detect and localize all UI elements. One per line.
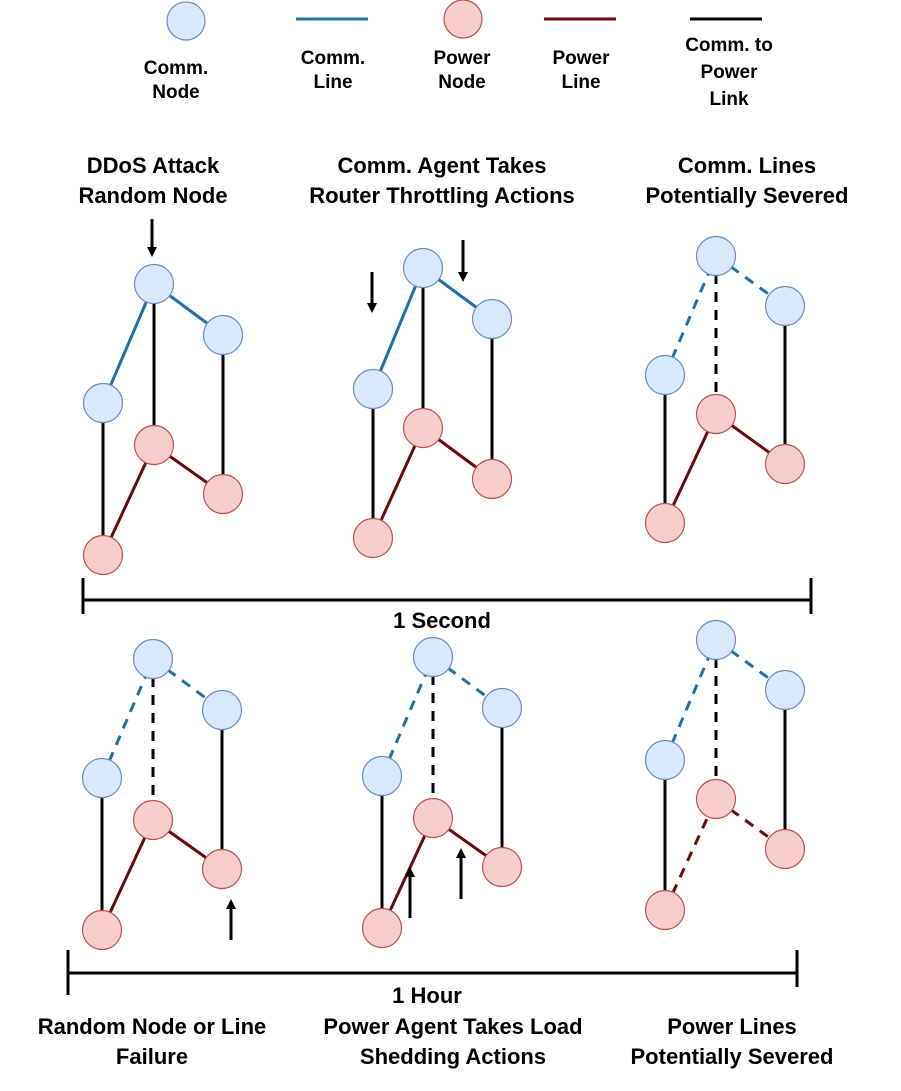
power-node — [412, 797, 454, 839]
legend-power-node-symbol — [443, 0, 483, 39]
power-node — [481, 846, 523, 888]
comm-node — [695, 235, 737, 277]
comm-node — [402, 247, 444, 289]
comm-node — [82, 382, 124, 424]
legend: Comm. Node Comm. Line Power Node Power Line … — [144, 0, 773, 110]
title-power-lines-severed: Power Lines Potentially Severed — [631, 1014, 834, 1069]
timeline-label: 1 Second — [393, 608, 491, 633]
power-node — [695, 393, 737, 435]
title-ddos-attack: DDoS Attack Random Node — [78, 153, 227, 208]
comm-line — [715, 254, 786, 308]
panel-power-agent — [361, 636, 523, 949]
power-node — [471, 458, 513, 500]
comm-line — [371, 267, 425, 390]
legend-comm-line-label: Comm. Line — [301, 48, 365, 93]
legend-comm-node-symbol — [166, 1, 206, 41]
legend-power-node: Power Node — [433, 0, 491, 93]
power-node — [133, 424, 175, 466]
comm-line — [101, 283, 156, 404]
title-comm-agent-throttling: Comm. Agent Takes Router Throttling Actio… — [309, 153, 575, 208]
panel-random-failure — [81, 638, 243, 951]
timeline-label: 1 Hour — [392, 983, 462, 1008]
comm-node — [81, 757, 123, 799]
comm-line — [663, 255, 718, 376]
power-node — [352, 517, 394, 559]
comm-node — [481, 687, 523, 729]
legend-power-line-label: Power Line — [552, 48, 610, 93]
panel-ddos-attack — [82, 219, 244, 576]
power-line — [101, 444, 156, 556]
comm-line — [152, 657, 223, 712]
comm-node — [471, 298, 513, 340]
comm-line — [663, 639, 718, 761]
power-node — [202, 473, 244, 515]
comm-line — [715, 638, 786, 692]
panel-comm-agent — [352, 240, 513, 559]
timeline-1-hour: 1 Hour — [66, 950, 799, 1008]
comm-line — [100, 658, 155, 779]
comm-line — [432, 655, 503, 710]
panel-power-lines-severed — [644, 619, 806, 931]
title-comm-lines-severed: Comm. Lines Potentially Severed — [646, 153, 849, 208]
comm-node — [644, 354, 686, 396]
power-node — [201, 848, 243, 890]
comm-node — [201, 689, 243, 731]
power-node — [695, 778, 737, 820]
power-node — [644, 502, 686, 544]
legend-comm-line: Comm. Line — [296, 17, 368, 93]
comm-node — [133, 263, 175, 305]
power-node — [132, 799, 174, 841]
power-line — [100, 819, 155, 931]
power-node — [764, 828, 806, 870]
legend-comm-to-power-link: Comm. to Power Link — [685, 17, 773, 110]
power-node — [764, 443, 806, 485]
legend-power-line: Power Line — [544, 17, 616, 93]
power-node — [81, 909, 123, 951]
title-power-agent-shedding: Power Agent Takes Load Shedding Actions — [323, 1014, 582, 1069]
comm-node — [412, 636, 454, 678]
comm-line — [380, 656, 435, 777]
power-line — [663, 798, 718, 911]
power-node — [402, 407, 444, 449]
legend-comm-node-label: Comm. Node — [144, 58, 208, 103]
legend-power-node-label: Power Node — [433, 48, 491, 93]
comm-node — [352, 368, 394, 410]
comm-node — [202, 314, 244, 356]
legend-link-label: Comm. to Power Link — [685, 35, 773, 110]
title-random-failure: Random Node or Line Failure — [38, 1014, 267, 1069]
comm-node — [132, 638, 174, 680]
power-line — [715, 797, 786, 851]
comm-node — [644, 739, 686, 781]
power-node — [361, 907, 403, 949]
power-node — [82, 534, 124, 576]
comm-node — [695, 619, 737, 661]
panel-comm-lines-severed — [644, 235, 806, 544]
power-node — [644, 889, 686, 931]
comm-node — [764, 669, 806, 711]
power-line — [371, 427, 425, 539]
timeline-1-second: 1 Second — [81, 578, 813, 633]
comm-node — [764, 285, 806, 327]
comm-node — [361, 755, 403, 797]
legend-comm-node: Comm. Node — [144, 1, 208, 103]
